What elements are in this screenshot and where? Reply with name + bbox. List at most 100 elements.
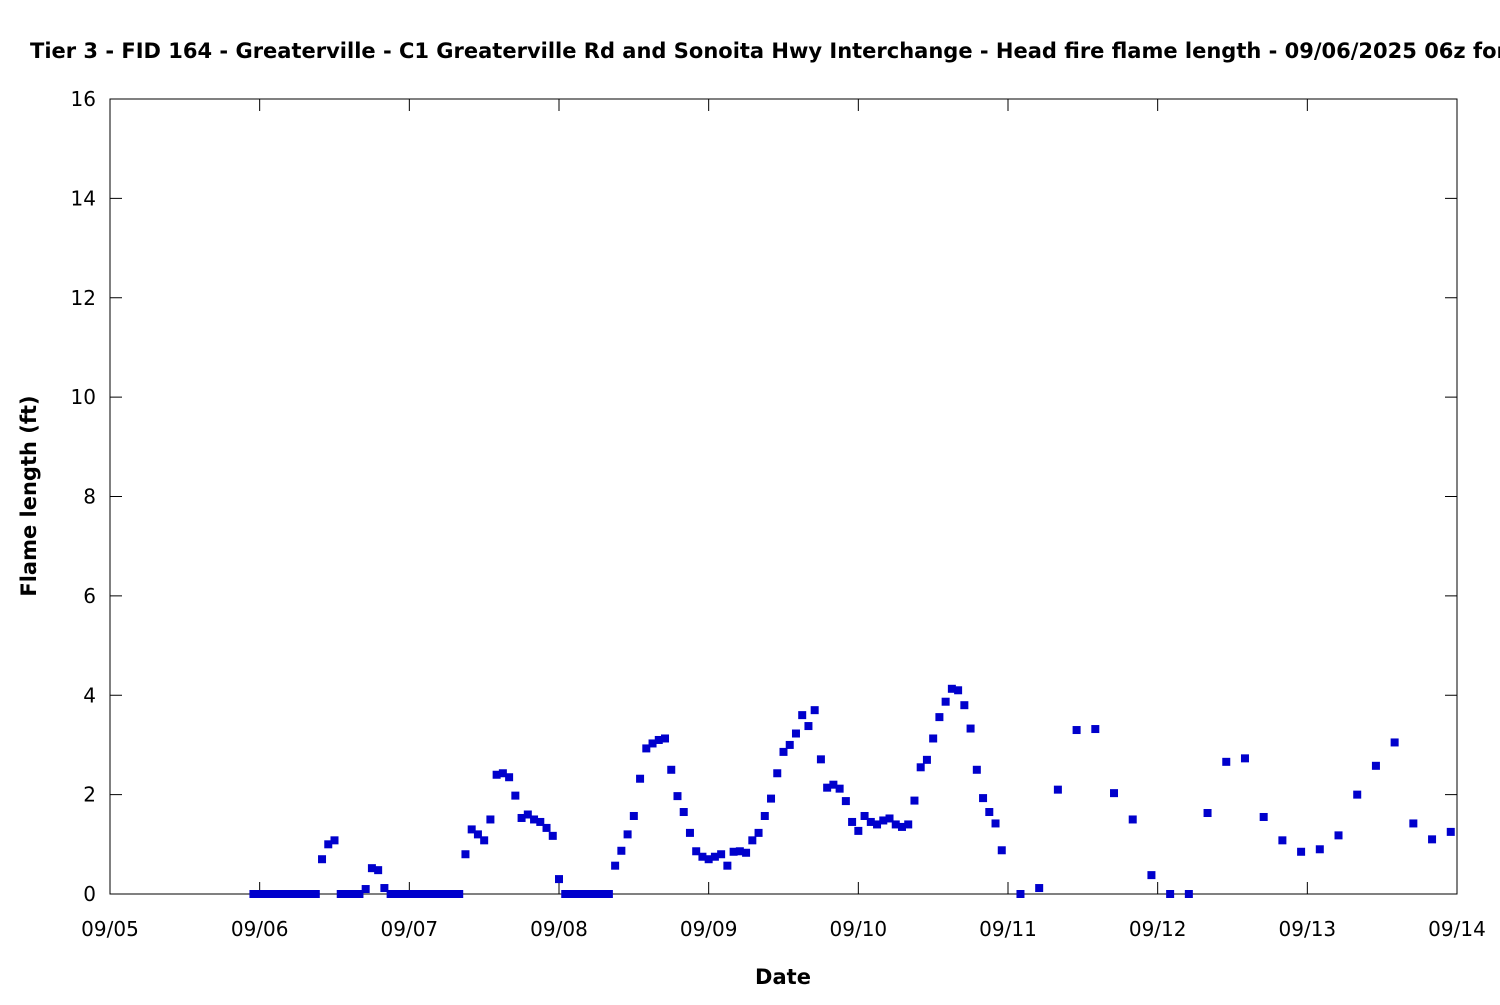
data-point — [710, 852, 719, 861]
y-tick-label: 10 — [71, 385, 96, 409]
data-point — [910, 796, 919, 805]
data-point — [448, 890, 457, 898]
data-point — [798, 711, 807, 720]
data-point — [935, 713, 944, 722]
data-point — [723, 861, 732, 870]
data-point — [505, 773, 514, 782]
data-point — [997, 846, 1006, 855]
data-point — [760, 811, 769, 820]
data-point — [311, 890, 320, 898]
data-point — [704, 855, 713, 864]
data-point — [274, 890, 283, 898]
y-tick-label: 14 — [71, 186, 96, 210]
data-point — [330, 836, 339, 845]
x-axis-label: Date — [755, 965, 811, 989]
x-tick-label: 09/06 — [231, 917, 289, 941]
data-point — [1428, 835, 1437, 844]
data-point — [399, 890, 408, 898]
data-point — [336, 890, 345, 898]
x-tick-label: 09/10 — [830, 917, 888, 941]
data-point — [1016, 890, 1025, 898]
data-point — [767, 794, 776, 803]
data-point — [523, 810, 532, 819]
data-point — [1184, 890, 1193, 898]
data-point — [530, 815, 539, 824]
data-point — [873, 820, 882, 829]
data-point — [960, 701, 969, 710]
data-point — [555, 875, 563, 884]
data-point — [629, 811, 638, 820]
data-point — [841, 797, 850, 806]
data-point — [255, 890, 264, 898]
data-point — [879, 816, 888, 825]
data-point — [586, 890, 595, 898]
data-point — [517, 813, 526, 822]
x-tick-label: 09/14 — [1428, 917, 1486, 941]
data-point — [1035, 884, 1044, 893]
data-point — [947, 684, 956, 693]
data-point — [367, 864, 376, 873]
data-point — [467, 825, 476, 834]
data-point — [835, 784, 844, 793]
data-point — [667, 765, 676, 774]
data-point — [785, 740, 794, 749]
x-tick-label: 09/08 — [530, 917, 588, 941]
data-point — [941, 697, 950, 706]
data-point — [991, 819, 1000, 828]
data-point — [417, 890, 426, 898]
data-point — [1110, 789, 1119, 798]
data-point — [829, 780, 838, 789]
data-point — [611, 861, 620, 870]
data-point — [1053, 785, 1062, 794]
data-point — [498, 769, 507, 778]
x-tick-label: 09/11 — [979, 917, 1037, 941]
data-point — [885, 814, 894, 823]
x-tick-label: 09/12 — [1129, 917, 1187, 941]
data-point — [922, 755, 931, 764]
y-tick-label: 16 — [71, 87, 96, 111]
data-point — [261, 890, 270, 898]
y-tick-label: 12 — [71, 286, 96, 310]
x-tick-label: 09/05 — [81, 917, 139, 941]
data-point — [1315, 845, 1324, 854]
y-axis-label: Flame length (ft) — [17, 395, 41, 596]
data-point — [661, 734, 670, 743]
data-point — [804, 722, 813, 731]
data-point — [461, 850, 470, 859]
data-point — [1390, 738, 1399, 747]
data-point — [979, 794, 988, 803]
data-point — [436, 890, 445, 898]
data-point — [717, 850, 726, 859]
data-point — [1072, 726, 1081, 735]
data-point — [318, 855, 327, 864]
data-point — [455, 890, 464, 898]
data-point — [954, 686, 963, 695]
data-point — [779, 747, 788, 756]
data-point — [1240, 754, 1249, 763]
data-point — [293, 890, 302, 898]
y-tick-label: 0 — [83, 882, 96, 906]
data-point — [673, 792, 682, 801]
data-point — [891, 820, 900, 829]
data-point — [374, 866, 383, 875]
data-point — [679, 808, 688, 817]
data-point — [430, 890, 439, 898]
data-point — [579, 890, 588, 898]
data-point — [1371, 761, 1380, 770]
x-tick-label: 09/13 — [1279, 917, 1337, 941]
data-point — [349, 890, 358, 898]
data-point — [567, 890, 576, 898]
data-point — [848, 817, 857, 826]
data-point — [573, 890, 582, 898]
data-point — [1166, 890, 1175, 898]
chart-title: Tier 3 - FID 164 - Greaterville - C1 Gre… — [30, 39, 1500, 63]
axis-ticks: 09/05 09/06 09/07 09/08 09/09 09/10 09/11 09/12… — [71, 87, 1486, 941]
data-point — [1128, 815, 1137, 824]
y-tick-label: 8 — [83, 485, 96, 509]
data-point — [342, 890, 351, 898]
data-point — [268, 890, 277, 898]
data-point — [1334, 831, 1343, 840]
data-point — [280, 890, 289, 898]
